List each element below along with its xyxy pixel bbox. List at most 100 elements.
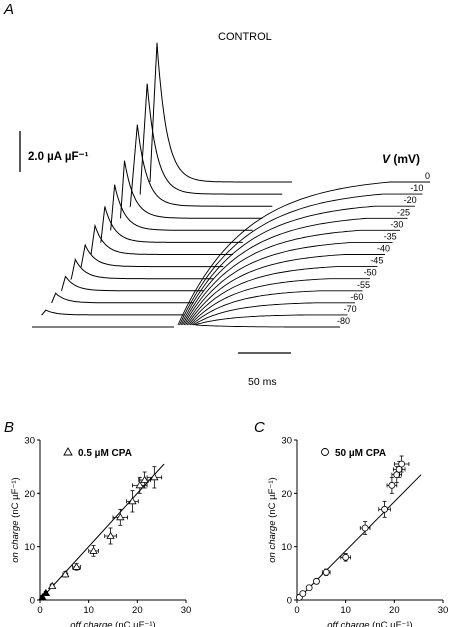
panel-a-title: CONTROL bbox=[218, 31, 272, 43]
trace-on--40 bbox=[90, 223, 233, 255]
x-axis-label-italic: off charge bbox=[70, 620, 112, 627]
data-point bbox=[38, 593, 47, 601]
trace-on--55 bbox=[61, 275, 204, 292]
x-axis-label-unit: (nC µF⁻¹) bbox=[113, 620, 156, 627]
data-point bbox=[61, 570, 70, 578]
y-axis-label-unit: (nC µF⁻¹) bbox=[10, 477, 21, 520]
data-point bbox=[321, 568, 331, 576]
trace-on--20 bbox=[129, 124, 273, 208]
legend-label: 0.5 µM CPA bbox=[78, 448, 132, 459]
data-point bbox=[146, 466, 163, 489]
marker bbox=[72, 562, 81, 570]
trace-off--10 bbox=[179, 193, 423, 326]
trace-on--70 bbox=[40, 309, 184, 316]
trace-off--45 bbox=[188, 266, 378, 326]
marker bbox=[150, 473, 159, 481]
trace-off--35 bbox=[185, 241, 393, 326]
legend-marker bbox=[63, 447, 73, 456]
marker bbox=[140, 475, 149, 483]
y-tick-label: 30 bbox=[281, 436, 292, 447]
voltage-unit: (mV) bbox=[393, 152, 420, 166]
y-tick-label: 10 bbox=[281, 542, 292, 553]
voltage-header: V (mV) bbox=[382, 152, 420, 166]
trace-on--60 bbox=[51, 292, 194, 304]
marker bbox=[361, 524, 369, 532]
y-axis-label-italic: on charge bbox=[10, 520, 21, 562]
marker bbox=[41, 588, 51, 596]
y-tick-label: 0 bbox=[287, 596, 292, 607]
x-tick-label: 10 bbox=[340, 605, 351, 616]
voltage-labels-group: 0-10 -20 -25 -30 -35 -40 -45 -50 -55 -60 -70 -80 bbox=[337, 171, 430, 326]
trace-off--55 bbox=[191, 290, 363, 326]
trace-off--25 bbox=[182, 217, 408, 326]
marker bbox=[342, 553, 350, 561]
marker bbox=[47, 581, 57, 590]
voltage-label--45: -45 bbox=[370, 256, 383, 266]
panel-letter-c: C bbox=[254, 419, 265, 436]
data-point bbox=[72, 562, 81, 571]
trace-on--50 bbox=[70, 257, 214, 281]
voltage-label--10: -10 bbox=[410, 183, 423, 193]
trace-off--20 bbox=[180, 205, 415, 326]
data-point bbox=[47, 581, 57, 590]
x-axis-label-italic: off charge bbox=[327, 620, 369, 627]
marker bbox=[313, 577, 320, 585]
trace-off--30 bbox=[183, 229, 400, 326]
y-tick-label: 30 bbox=[24, 436, 35, 447]
marker bbox=[299, 590, 307, 597]
trace-off--80 bbox=[195, 324, 340, 328]
data-point bbox=[112, 508, 128, 526]
x-tick-label: 20 bbox=[389, 605, 400, 616]
data-point bbox=[126, 490, 139, 513]
trace-on-0 bbox=[149, 42, 292, 183]
marker bbox=[61, 570, 70, 578]
x-tick-label: 10 bbox=[83, 605, 94, 616]
panel-letter-b: B bbox=[4, 419, 14, 436]
data-point bbox=[104, 527, 117, 545]
trace-on--30 bbox=[110, 184, 253, 231]
y-axis-label-italic: on charge bbox=[267, 520, 278, 562]
marker bbox=[128, 497, 137, 505]
trace-on--45 bbox=[80, 243, 224, 268]
x-tick-label: 0 bbox=[294, 605, 299, 616]
scale-bar-horizontal-label: 50 ms bbox=[248, 376, 277, 388]
x-axis-label-unit: (nC µF⁻¹) bbox=[370, 620, 413, 627]
marker bbox=[322, 568, 330, 576]
y-tick-label: 20 bbox=[24, 489, 35, 500]
data-point bbox=[393, 455, 410, 473]
trace-off--70 bbox=[194, 314, 348, 326]
y-axis-label: on charge (nC µF⁻¹) bbox=[267, 477, 278, 562]
voltage-label--25: -25 bbox=[397, 207, 410, 217]
trace-off--40 bbox=[186, 254, 385, 326]
voltage-label--50: -50 bbox=[364, 268, 377, 278]
voltage-label--55: -55 bbox=[357, 280, 370, 290]
trace-on--10 bbox=[139, 83, 283, 195]
voltage-label--20: -20 bbox=[404, 195, 417, 205]
trace-on--25 bbox=[120, 160, 263, 219]
x-tick-label: 0 bbox=[37, 605, 42, 616]
marker bbox=[388, 481, 396, 489]
data-point bbox=[359, 521, 371, 535]
trace-off--60 bbox=[192, 302, 355, 326]
marker bbox=[381, 505, 389, 513]
data-point bbox=[378, 500, 391, 518]
marker bbox=[135, 481, 144, 489]
voltage-label--70: -70 bbox=[344, 304, 357, 314]
x-axis-label: off charge (nC µF⁻¹) bbox=[327, 620, 412, 627]
voltage-label--80: -80 bbox=[337, 316, 350, 326]
voltage-label--30: -30 bbox=[390, 219, 403, 229]
data-point bbox=[313, 577, 320, 585]
fit-line bbox=[39, 463, 165, 601]
panel-letter-a: A bbox=[3, 1, 14, 18]
traces-group bbox=[32, 42, 430, 328]
x-tick-label: 20 bbox=[132, 605, 143, 616]
y-tick-label: 0 bbox=[30, 596, 35, 607]
data-point bbox=[386, 476, 398, 494]
voltage-label--35: -35 bbox=[384, 231, 397, 241]
data-point bbox=[305, 584, 313, 592]
voltage-label-0: 0 bbox=[425, 171, 430, 181]
